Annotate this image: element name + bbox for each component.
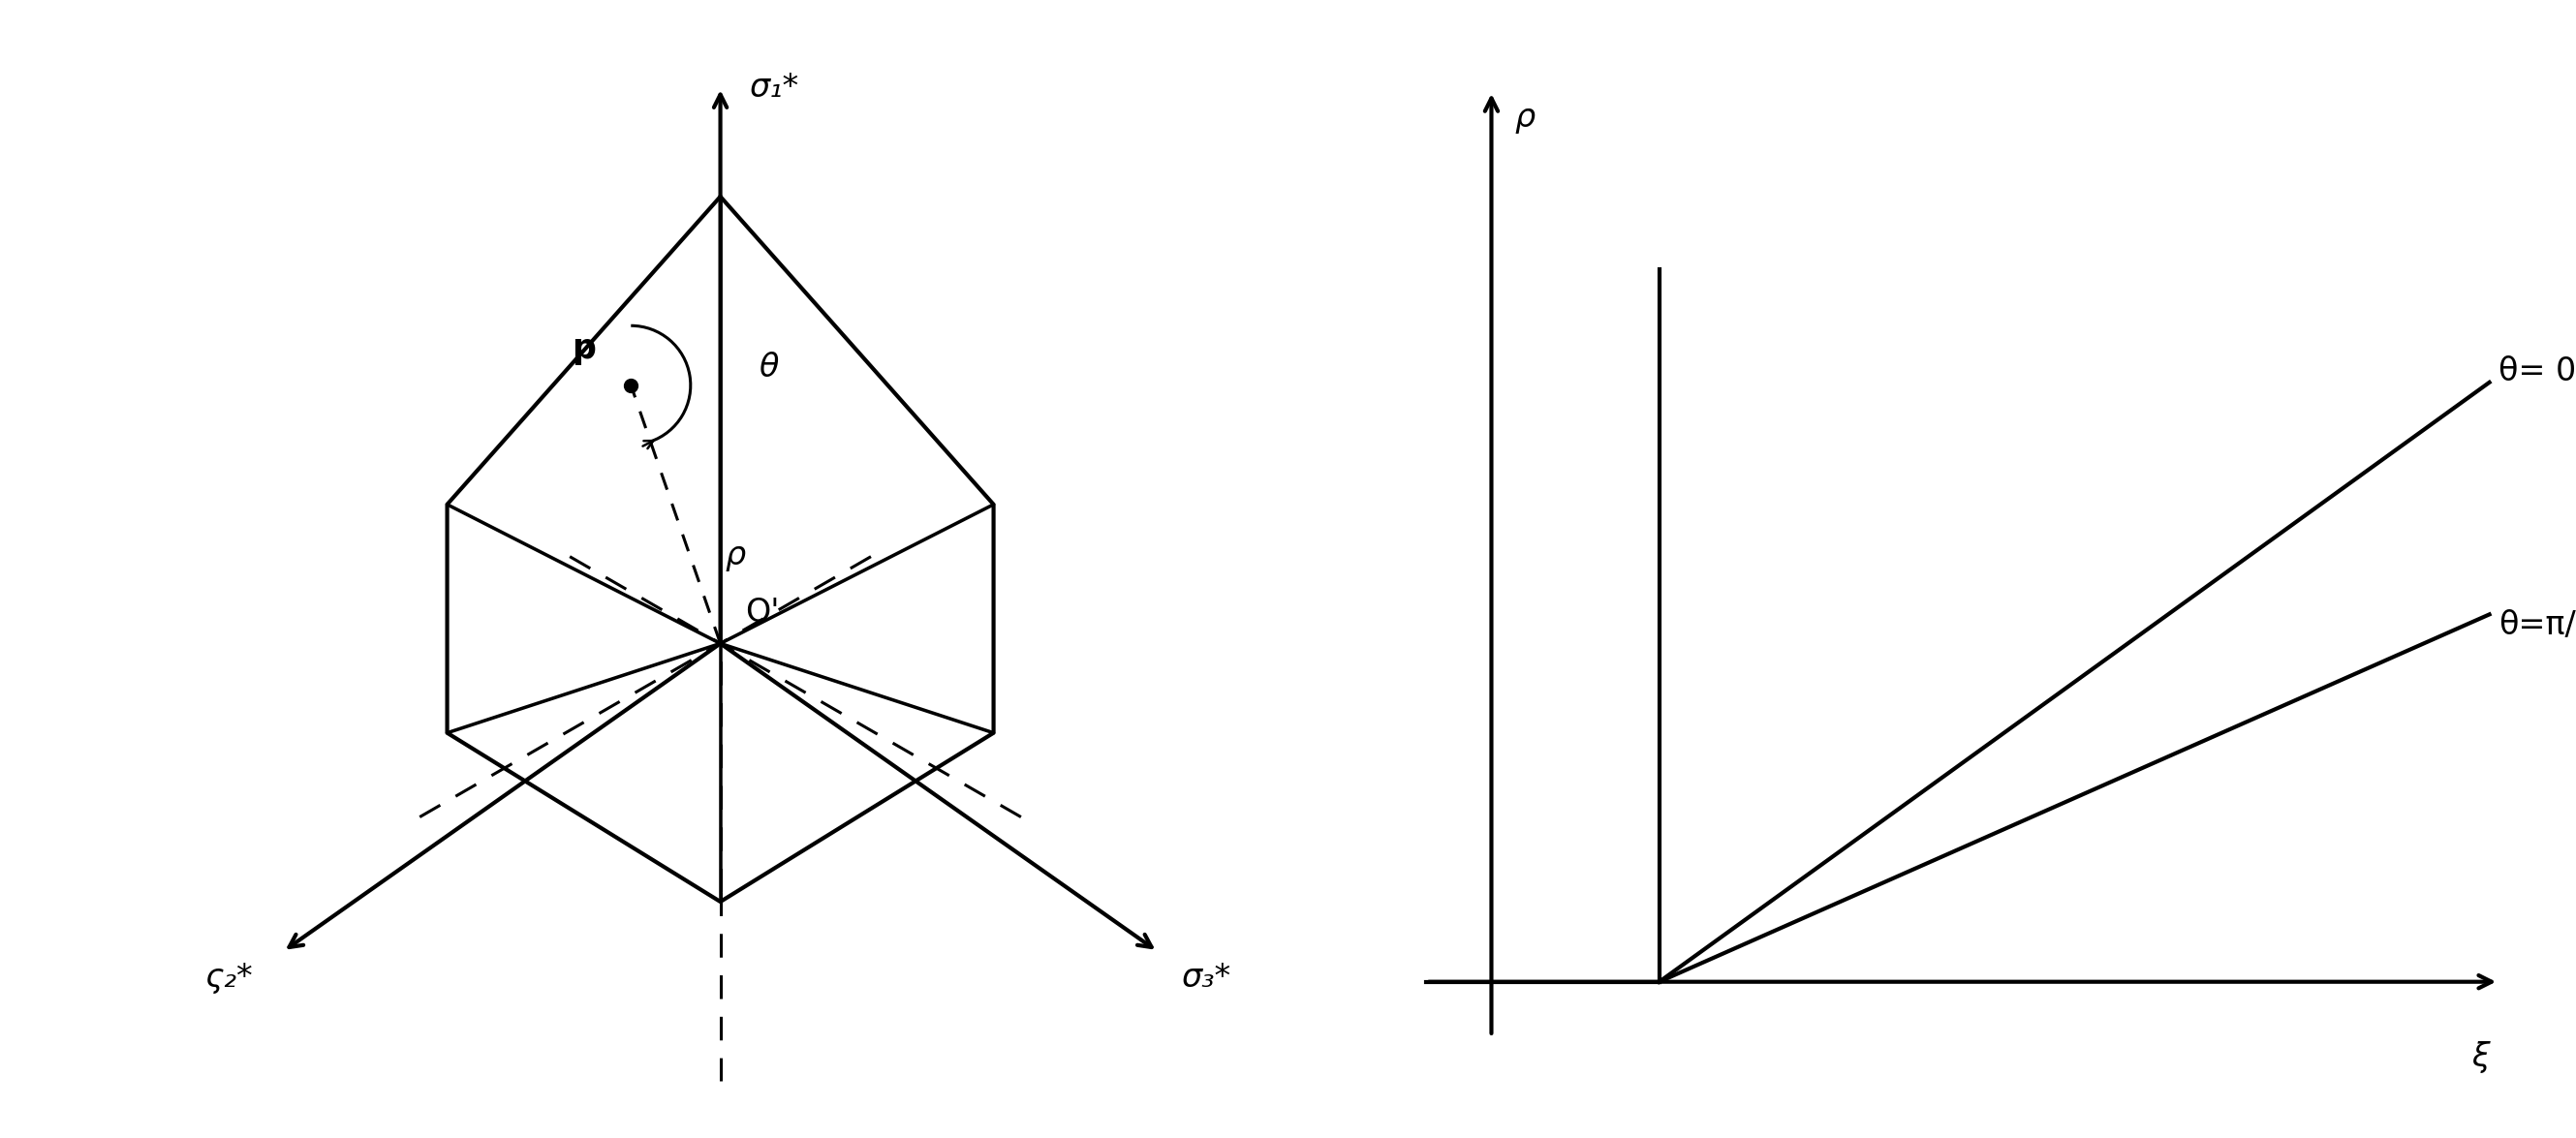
- Text: θ: θ: [757, 352, 778, 384]
- Text: ρ: ρ: [1515, 102, 1535, 134]
- Text: ξ: ξ: [2470, 1041, 2488, 1073]
- Text: ς₂*: ς₂*: [206, 962, 252, 993]
- Text: σ₁*: σ₁*: [750, 72, 799, 104]
- Text: θ= 0: θ= 0: [2499, 355, 2576, 388]
- Text: O': O': [744, 596, 781, 628]
- Text: p: p: [572, 332, 595, 365]
- Text: θ=π/3: θ=π/3: [2499, 609, 2576, 641]
- Text: ρ: ρ: [726, 539, 747, 571]
- Text: σ₃*: σ₃*: [1182, 962, 1231, 993]
